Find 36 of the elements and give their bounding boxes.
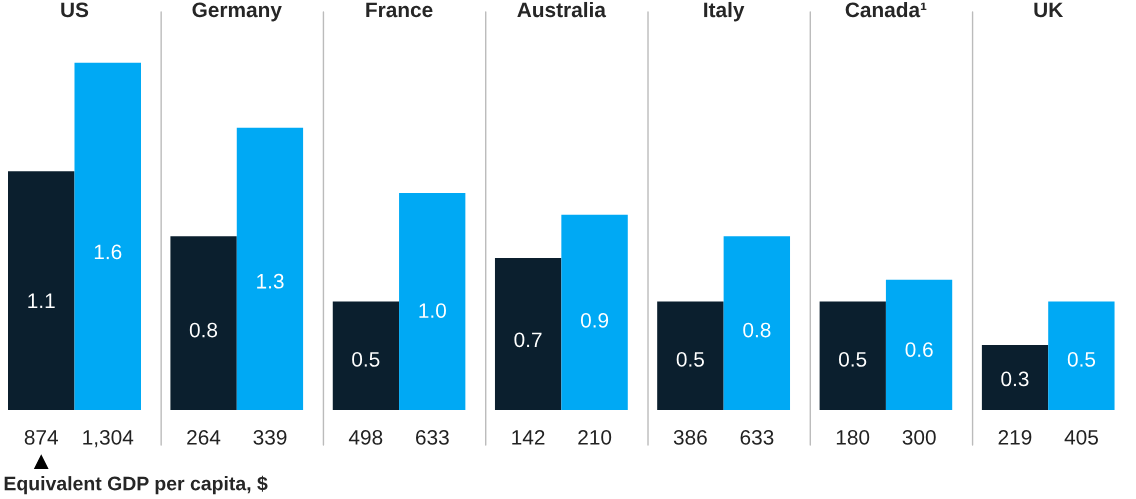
chart-title: France	[366, 2, 433, 18]
x-tick-label: 219	[998, 429, 1032, 445]
x-tick-label: 405	[1064, 429, 1098, 445]
data-label: 0.5	[1067, 352, 1096, 367]
x-tick-label: 386	[673, 429, 707, 445]
data-label: 0.9	[580, 312, 609, 328]
data-label: 0.8	[743, 322, 771, 338]
data-label: 0.5	[838, 352, 867, 367]
data-label: 0.5	[676, 352, 704, 367]
data-label: 1.1	[28, 293, 55, 308]
x-tick-label: 633	[740, 429, 774, 445]
x-tick-label: 142	[512, 429, 545, 445]
x-tick-label: 874	[24, 429, 58, 445]
chart-title: Germany	[192, 2, 282, 22]
text: Equivalent GDP per capita, $	[4, 475, 268, 495]
x-tick-label: 633	[416, 429, 449, 445]
x-tick-label: 339	[253, 429, 287, 445]
x-tick-label: 264	[187, 429, 221, 445]
chart-title: Canada¹	[845, 1, 927, 18]
data-label: 0.6	[905, 342, 933, 357]
data-label: 0.5	[352, 352, 380, 367]
chart-title: Italy	[704, 1, 745, 22]
chart-title: US	[61, 2, 89, 18]
data-label: 0.8	[189, 322, 218, 338]
chart-title: Australia	[517, 1, 607, 18]
data-label: 1.3	[257, 273, 284, 289]
data-label: 0.3	[1001, 371, 1029, 387]
chart-title: UK	[1034, 2, 1064, 18]
x-tick-label: 498	[348, 429, 383, 445]
data-label: 1.6	[94, 244, 122, 260]
data-label: 0.7	[514, 332, 542, 348]
x-tick-label: 1,304	[83, 429, 134, 448]
x-tick-label: 180	[836, 429, 870, 445]
x-tick-label: 300	[902, 429, 936, 445]
data-label: 1.0	[419, 303, 446, 318]
x-tick-label: 210	[578, 429, 612, 445]
